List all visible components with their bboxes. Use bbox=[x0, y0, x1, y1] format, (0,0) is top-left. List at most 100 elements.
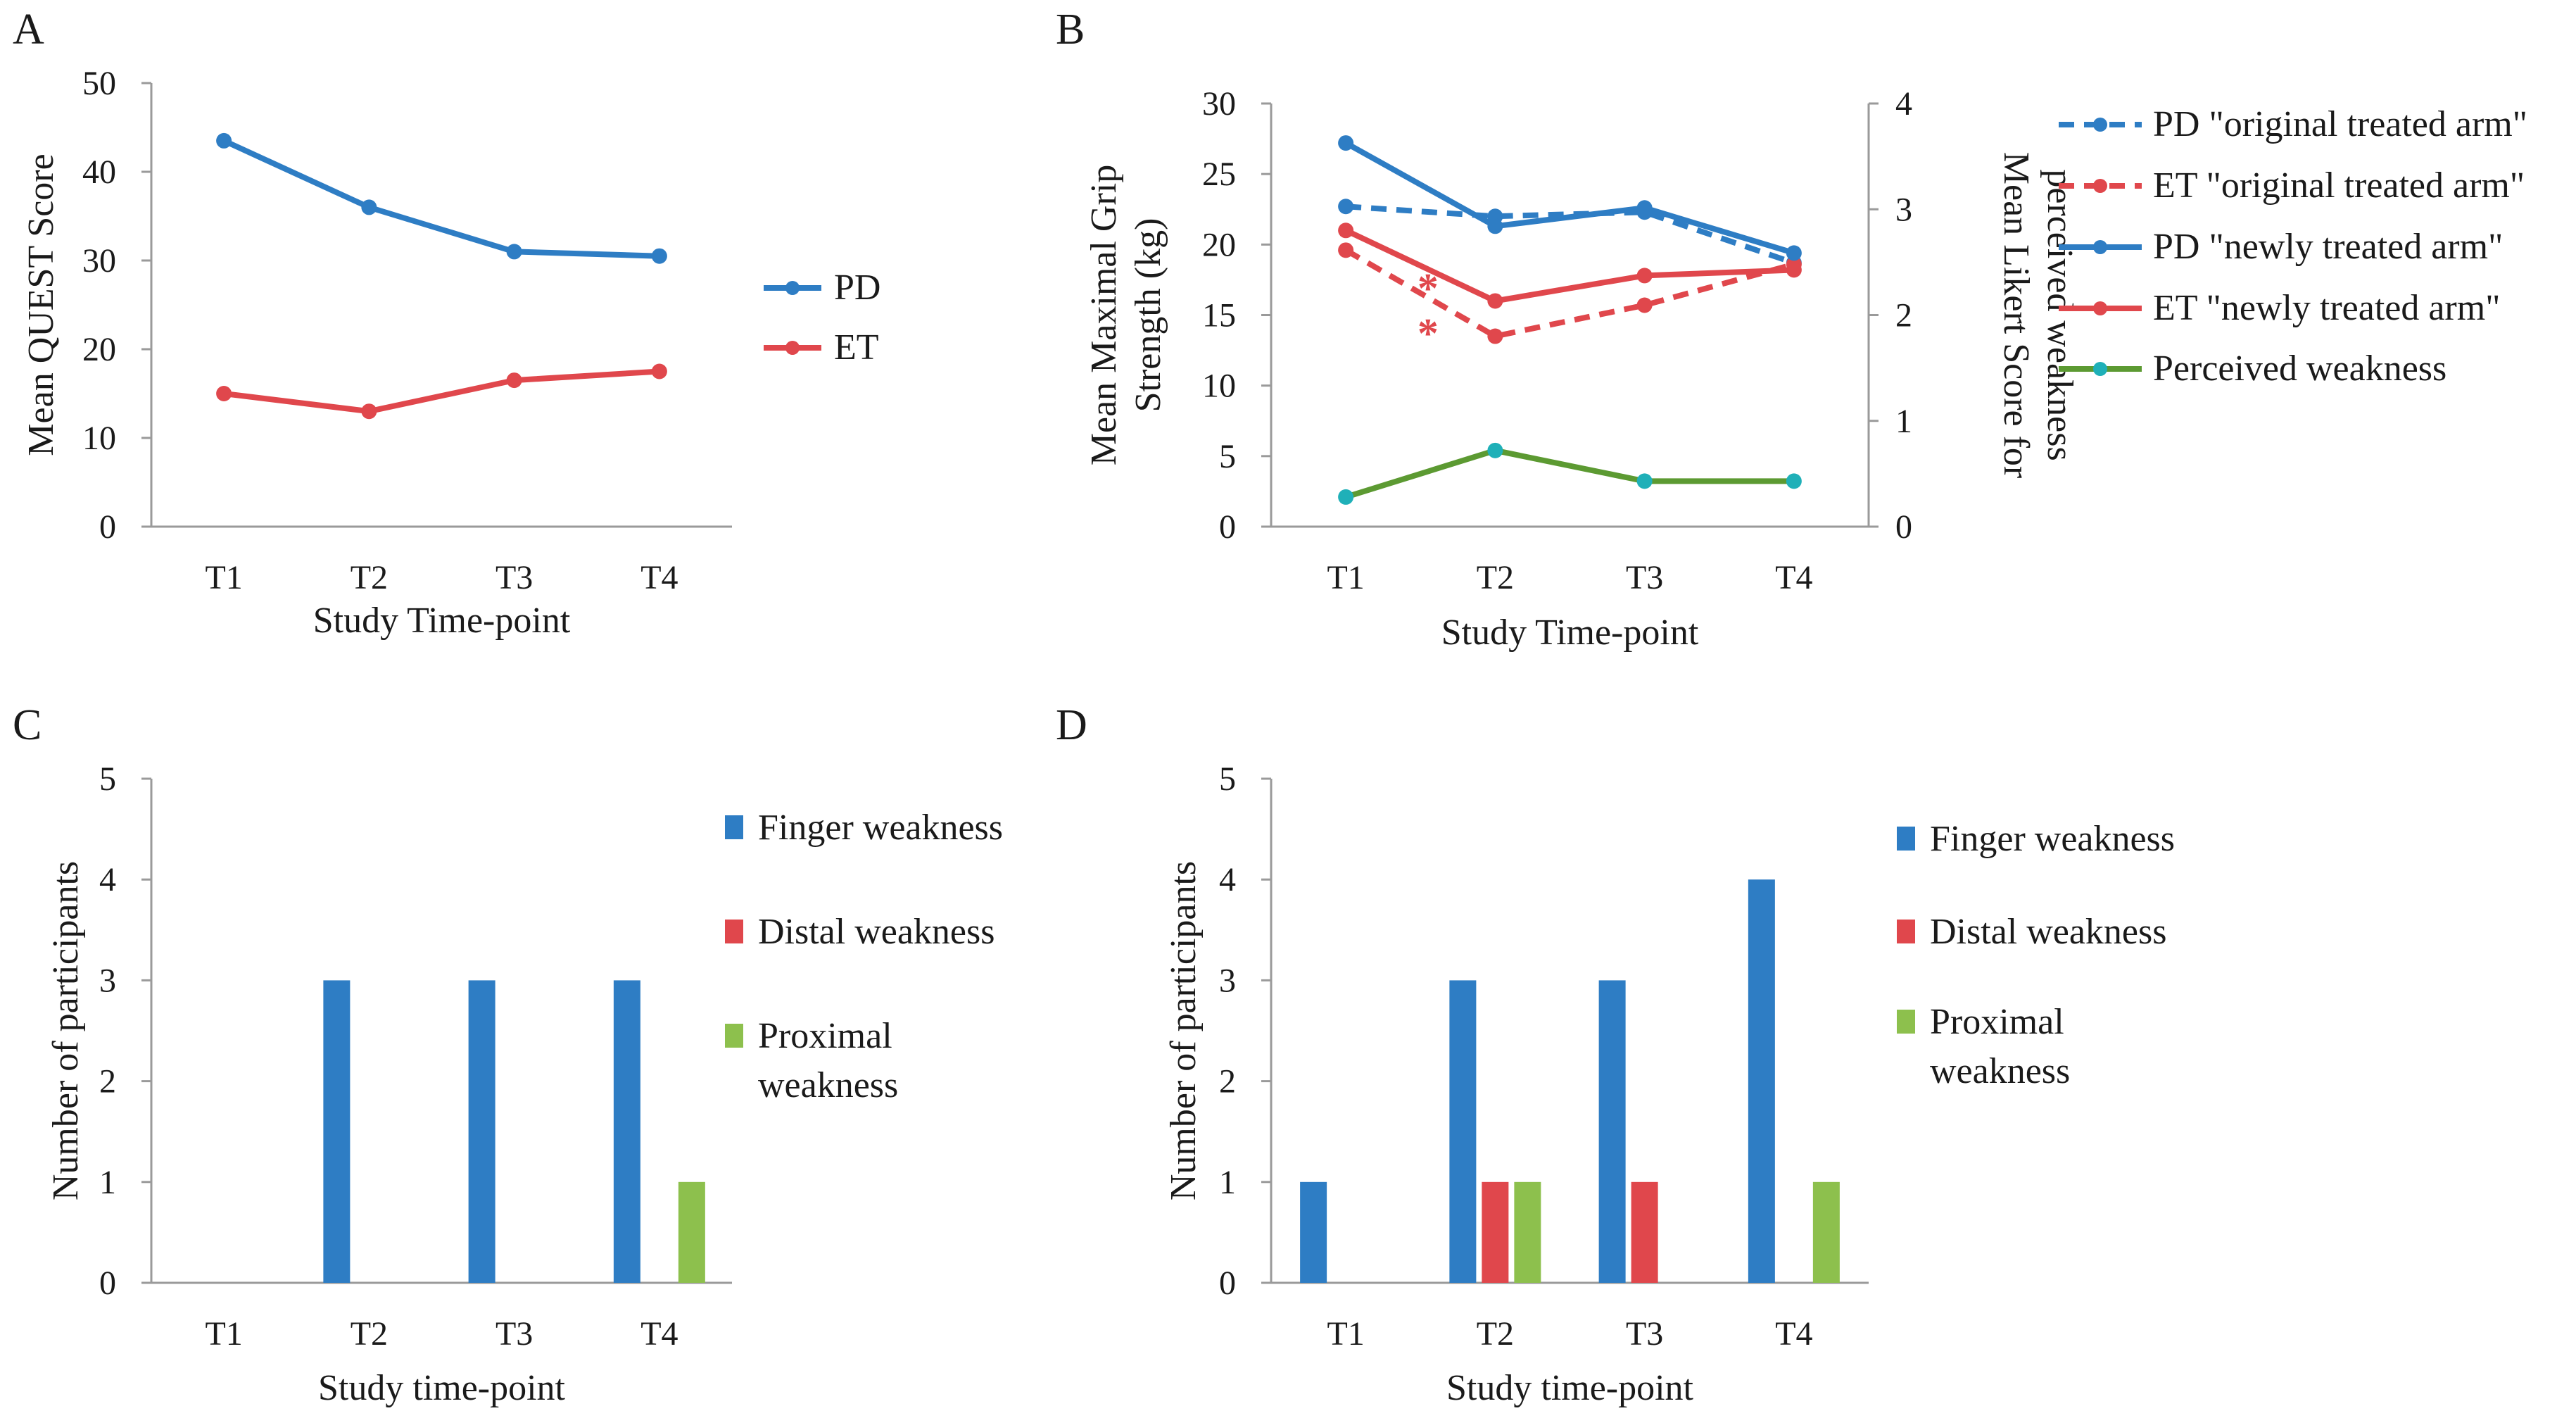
chart-b-series-et-newly-treated-arm-point bbox=[1487, 293, 1503, 309]
chart-b-series-pd-original-treated-arm-point bbox=[1338, 199, 1354, 215]
chart-b-series-pd-newly-treated-arm-point bbox=[1786, 245, 1802, 261]
chart-a-x-axis-title: Study Time-point bbox=[313, 601, 571, 641]
chart-b-y2-tick-label: 0 bbox=[1895, 508, 1912, 546]
chart-b-legend-marker bbox=[2093, 118, 2107, 132]
chart-b-legend-marker bbox=[2093, 179, 2107, 193]
chart-a-y-tick-label: 0 bbox=[99, 508, 116, 546]
chart-c-x-tick-label: T1 bbox=[205, 1315, 242, 1353]
chart-b-y-tick-label: 5 bbox=[1219, 438, 1236, 475]
chart-a-series-pd-point bbox=[216, 132, 232, 149]
chart-b-series-perceived-weakness-point bbox=[1338, 489, 1354, 505]
chart-a-legend-marker bbox=[785, 281, 800, 295]
chart-a-y-tick-label: 10 bbox=[82, 420, 116, 457]
chart-d-x-tick-label: T4 bbox=[1775, 1315, 1812, 1353]
chart-c-x-tick-label: T3 bbox=[495, 1315, 533, 1353]
chart-b-series-perceived-weakness-point bbox=[1786, 473, 1802, 489]
chart-b-legend-label: Perceived weakness bbox=[2153, 349, 2446, 389]
chart-c-bar-proximal-weakness-t4 bbox=[678, 1181, 705, 1283]
chart-b-x-tick-label: T3 bbox=[1626, 559, 1663, 596]
chart-b-y-tick-label: 0 bbox=[1219, 508, 1236, 546]
chart-a-series-pd-line bbox=[222, 138, 659, 259]
chart-b-legend-marker bbox=[2093, 301, 2107, 315]
chart-a-series-et-point bbox=[506, 372, 522, 389]
chart-b-series-et-newly-treated-arm-point bbox=[1338, 222, 1354, 239]
chart-c-legend-label: weakness bbox=[758, 1065, 898, 1105]
chart-c-y-axis-title: Number of participants bbox=[46, 861, 86, 1200]
chart-c-y-tick-label: 4 bbox=[99, 861, 116, 898]
chart-b-series-et-original-treated-arm-line bbox=[1344, 247, 1795, 339]
chart-b-significance-marker: * bbox=[1418, 265, 1439, 311]
chart-a-series-et-point bbox=[216, 386, 232, 401]
chart-b-x-tick-label: T4 bbox=[1775, 559, 1812, 596]
chart-b-y-tick-label: 25 bbox=[1202, 156, 1236, 193]
chart-c-bar-finger-weakness-t2 bbox=[323, 980, 351, 1283]
chart-c-x-tick-label: T4 bbox=[640, 1315, 678, 1353]
chart-b-y2-tick-label: 1 bbox=[1895, 403, 1912, 440]
chart-d-legend-swatch bbox=[1897, 1010, 1915, 1034]
chart-c-legend-label: Proximal bbox=[758, 1016, 892, 1056]
chart-a-series-pd-point bbox=[651, 248, 667, 264]
chart-d-legend-label: Proximal bbox=[1930, 1002, 2064, 1042]
chart-b-series-et-original-treated-arm-point bbox=[1487, 328, 1503, 344]
chart-d-x-tick-label: T2 bbox=[1477, 1315, 1514, 1353]
chart-b-y2-tick-label: 4 bbox=[1895, 85, 1912, 123]
chart-b-series-pd-newly-treated-arm-point bbox=[1636, 200, 1653, 216]
chart-c-x-tick-label: T2 bbox=[351, 1315, 388, 1353]
panel-d: D 0 1 2 3 4 5 T1 T2 T3 T4 Study time-point Number o… bbox=[1056, 701, 2175, 1408]
chart-a-y-tick-label: 20 bbox=[82, 331, 116, 368]
chart-a-legend-marker bbox=[785, 341, 800, 355]
chart-d-bar-proximal-weakness-t4 bbox=[1812, 1181, 1840, 1283]
chart-c-y-tick-label: 3 bbox=[99, 962, 116, 999]
chart-c-legend-label: Distal weakness bbox=[758, 912, 995, 952]
chart-b-y-tick-label: 10 bbox=[1202, 368, 1236, 405]
chart-b-y-tick-label: 20 bbox=[1202, 226, 1236, 263]
chart-b-series-perceived-weakness-point bbox=[1636, 473, 1653, 489]
chart-a-y-tick-label: 30 bbox=[82, 242, 116, 280]
panel-letter-a: A bbox=[13, 6, 44, 54]
chart-a-y-axis-title: Mean QUEST Score bbox=[21, 153, 61, 456]
chart-b-series-perceived-weakness-point bbox=[1487, 442, 1503, 458]
chart-c-y-tick-label: 1 bbox=[99, 1164, 116, 1201]
chart-b-x-tick-label: T2 bbox=[1477, 559, 1514, 596]
chart-b-legend-label: ET "original treated arm" bbox=[2153, 165, 2525, 206]
chart-b-legend-label: PD "original treated arm" bbox=[2153, 104, 2527, 144]
chart-b-series-et-original-treated-arm-point bbox=[1338, 242, 1354, 258]
chart-d-bar-finger-weakness-t4 bbox=[1748, 879, 1775, 1283]
chart-d-bar-distal-weakness-t2 bbox=[1482, 1181, 1509, 1283]
chart-b-legend-label: ET "newly treated arm" bbox=[2153, 288, 2500, 328]
chart-d-bar-finger-weakness-t1 bbox=[1300, 1181, 1327, 1283]
chart-d-y-axis-title: Number of participants bbox=[1163, 861, 1204, 1200]
chart-b-y-axis-title: Strength (kg) bbox=[1128, 218, 1168, 413]
chart-b-y2-tick-label: 3 bbox=[1895, 191, 1912, 228]
chart-b-y-axis-title: Mean Maximal Grip bbox=[1084, 165, 1124, 465]
panel-c: C 0 1 2 3 4 5 T1 T2 T3 T4 Study time-point Number o… bbox=[13, 701, 1003, 1408]
chart-d-bar-proximal-weakness-t2 bbox=[1514, 1181, 1541, 1283]
chart-d-legend-swatch bbox=[1897, 827, 1915, 851]
chart-d-x-tick-label: T1 bbox=[1327, 1315, 1364, 1353]
panel-letter-c: C bbox=[13, 701, 42, 749]
chart-a-series-et-line bbox=[223, 368, 660, 415]
panel-letter-d: D bbox=[1056, 701, 1087, 749]
chart-d-x-tick-label: T3 bbox=[1626, 1315, 1663, 1353]
chart-b-x-tick-label: T1 bbox=[1327, 559, 1364, 596]
chart-d-x-axis-title: Study time-point bbox=[1446, 1368, 1694, 1408]
chart-a-x-tick-label: T4 bbox=[640, 559, 678, 596]
chart-d-y-tick-label: 2 bbox=[1219, 1063, 1236, 1100]
chart-b-series-perceived-weakness-line bbox=[1344, 447, 1794, 500]
chart-c-legend-label: Finger weakness bbox=[758, 808, 1003, 848]
chart-d-bar-distal-weakness-t3 bbox=[1631, 1181, 1658, 1283]
chart-d-legend-label: weakness bbox=[1930, 1051, 2070, 1091]
chart-b-y2-axis-title: perceived weakness bbox=[2040, 169, 2080, 460]
panel-a: A 0 10 20 30 40 50 T1 T2 T3 T4 Study Time-point Mea… bbox=[13, 6, 880, 641]
chart-a-x-tick-label: T2 bbox=[351, 559, 388, 596]
chart-b-series-pd-newly-treated-arm-point bbox=[1338, 135, 1354, 151]
chart-a-series-pd-point bbox=[361, 199, 377, 215]
chart-d-legend-label: Distal weakness bbox=[1930, 912, 2166, 952]
chart-a-series-et-point bbox=[651, 363, 667, 379]
chart-d-bar-finger-weakness-t3 bbox=[1598, 980, 1626, 1283]
chart-b-series-et-original-treated-arm-point bbox=[1636, 297, 1653, 313]
chart-d-y-tick-label: 4 bbox=[1219, 861, 1236, 898]
chart-c-legend-swatch bbox=[725, 1024, 743, 1048]
